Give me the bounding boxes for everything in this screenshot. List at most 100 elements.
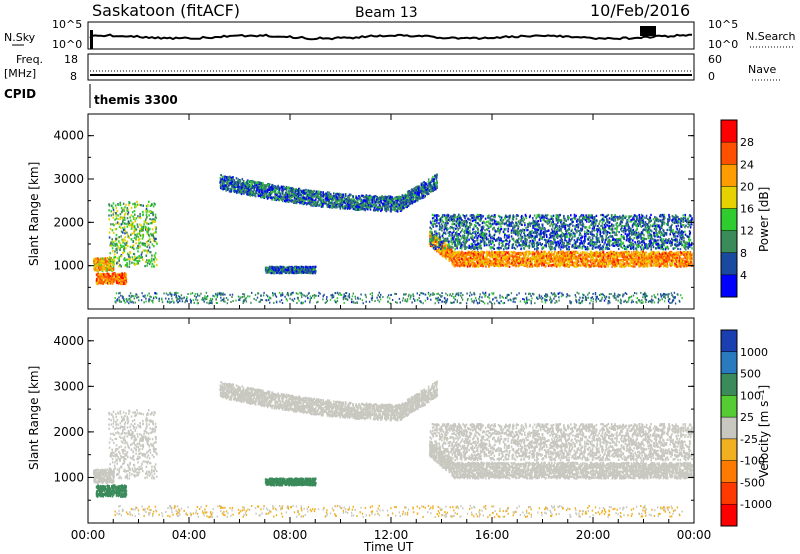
power-cell bbox=[381, 206, 383, 209]
power-cell bbox=[127, 252, 129, 255]
power-cell bbox=[271, 198, 273, 201]
cpid-label: CPID bbox=[4, 87, 36, 101]
power-cell bbox=[374, 195, 376, 198]
power-cell bbox=[373, 200, 376, 203]
power-cell bbox=[422, 188, 425, 191]
power-cell bbox=[234, 182, 237, 185]
power-cell bbox=[154, 220, 156, 223]
power-cell bbox=[521, 259, 524, 263]
power-cell bbox=[371, 201, 374, 204]
power-cell bbox=[118, 240, 120, 243]
power-cell bbox=[138, 216, 141, 219]
beam-label: Beam 13 bbox=[355, 5, 418, 21]
power-cell bbox=[121, 238, 123, 241]
power-cell bbox=[322, 191, 324, 194]
power-cell bbox=[147, 203, 149, 206]
power-cell bbox=[139, 204, 142, 207]
power-cell bbox=[111, 204, 113, 207]
power-cell bbox=[223, 178, 226, 181]
power-cell bbox=[132, 244, 134, 247]
power-cell bbox=[254, 195, 257, 198]
power-cell bbox=[557, 251, 560, 255]
power-cell bbox=[266, 197, 269, 200]
power-cell bbox=[330, 199, 333, 202]
power-cell bbox=[377, 202, 380, 205]
power-scatter-marks bbox=[93, 173, 693, 305]
power-cell bbox=[371, 196, 374, 199]
power-cell bbox=[594, 262, 596, 265]
power-cell bbox=[295, 188, 298, 191]
power-cell bbox=[303, 192, 306, 195]
power-cell bbox=[97, 269, 99, 272]
power-cell bbox=[126, 217, 129, 220]
power-cell bbox=[247, 186, 249, 189]
power-cell bbox=[318, 190, 320, 193]
power-cell bbox=[135, 237, 137, 240]
power-cell bbox=[101, 273, 103, 276]
power-cell bbox=[426, 193, 429, 196]
power-cell bbox=[418, 197, 420, 200]
power-cell bbox=[126, 262, 128, 265]
power-cell bbox=[151, 262, 154, 265]
power-cell bbox=[398, 196, 401, 199]
power-cell bbox=[427, 178, 430, 181]
power-cell bbox=[106, 257, 109, 260]
power-cell bbox=[325, 197, 327, 200]
power-cell bbox=[137, 235, 139, 238]
power-cell bbox=[151, 257, 153, 260]
power-cell bbox=[131, 223, 134, 226]
power-cell bbox=[113, 264, 115, 267]
power-cell bbox=[120, 255, 123, 258]
power-cell bbox=[104, 259, 107, 262]
power-cell bbox=[329, 197, 332, 201]
power-cell bbox=[109, 252, 111, 255]
power-cell bbox=[379, 207, 382, 210]
power-cell bbox=[129, 224, 131, 227]
power-cell bbox=[321, 203, 324, 206]
nsky-tick-bottom: 10^0 bbox=[52, 38, 82, 51]
power-cell bbox=[126, 265, 129, 268]
power-cell bbox=[391, 200, 394, 203]
power-cell bbox=[120, 211, 123, 214]
power-cell bbox=[269, 192, 272, 195]
power-cell bbox=[328, 196, 330, 199]
power-cell bbox=[123, 228, 126, 231]
power-cell bbox=[128, 262, 131, 265]
power-cell bbox=[140, 256, 142, 259]
power-cell bbox=[361, 208, 364, 211]
power-cell bbox=[275, 189, 277, 192]
power-cell bbox=[100, 259, 102, 262]
power-cell bbox=[345, 197, 348, 201]
power-cell bbox=[387, 202, 389, 205]
power-cell bbox=[271, 190, 273, 193]
power-cell bbox=[141, 256, 143, 259]
power-cell bbox=[260, 191, 263, 194]
power-cell bbox=[120, 275, 122, 278]
power-cell bbox=[120, 223, 123, 226]
power-cell bbox=[124, 259, 126, 262]
power-cell bbox=[419, 189, 421, 192]
power-cell bbox=[383, 199, 385, 202]
power-cell bbox=[271, 187, 274, 190]
power-cell bbox=[221, 180, 224, 183]
power-cell bbox=[112, 244, 115, 247]
power-cell bbox=[123, 281, 125, 284]
power-cell bbox=[112, 263, 114, 266]
power-cell bbox=[421, 192, 423, 195]
power-cell bbox=[346, 207, 349, 210]
power-cell bbox=[422, 184, 424, 187]
power-cell bbox=[124, 242, 126, 245]
power-cell bbox=[277, 196, 279, 200]
power-cell bbox=[131, 211, 134, 214]
power-cell bbox=[305, 190, 308, 193]
power-cell bbox=[274, 195, 276, 198]
power-cell bbox=[143, 223, 145, 226]
power-cell bbox=[319, 202, 321, 205]
power-cell bbox=[120, 226, 122, 230]
power-cell bbox=[268, 194, 270, 197]
power-cell bbox=[123, 274, 126, 277]
power-cell bbox=[237, 183, 240, 186]
power-cell bbox=[109, 267, 112, 270]
power-cell bbox=[236, 190, 239, 193]
power-cell bbox=[95, 260, 98, 263]
